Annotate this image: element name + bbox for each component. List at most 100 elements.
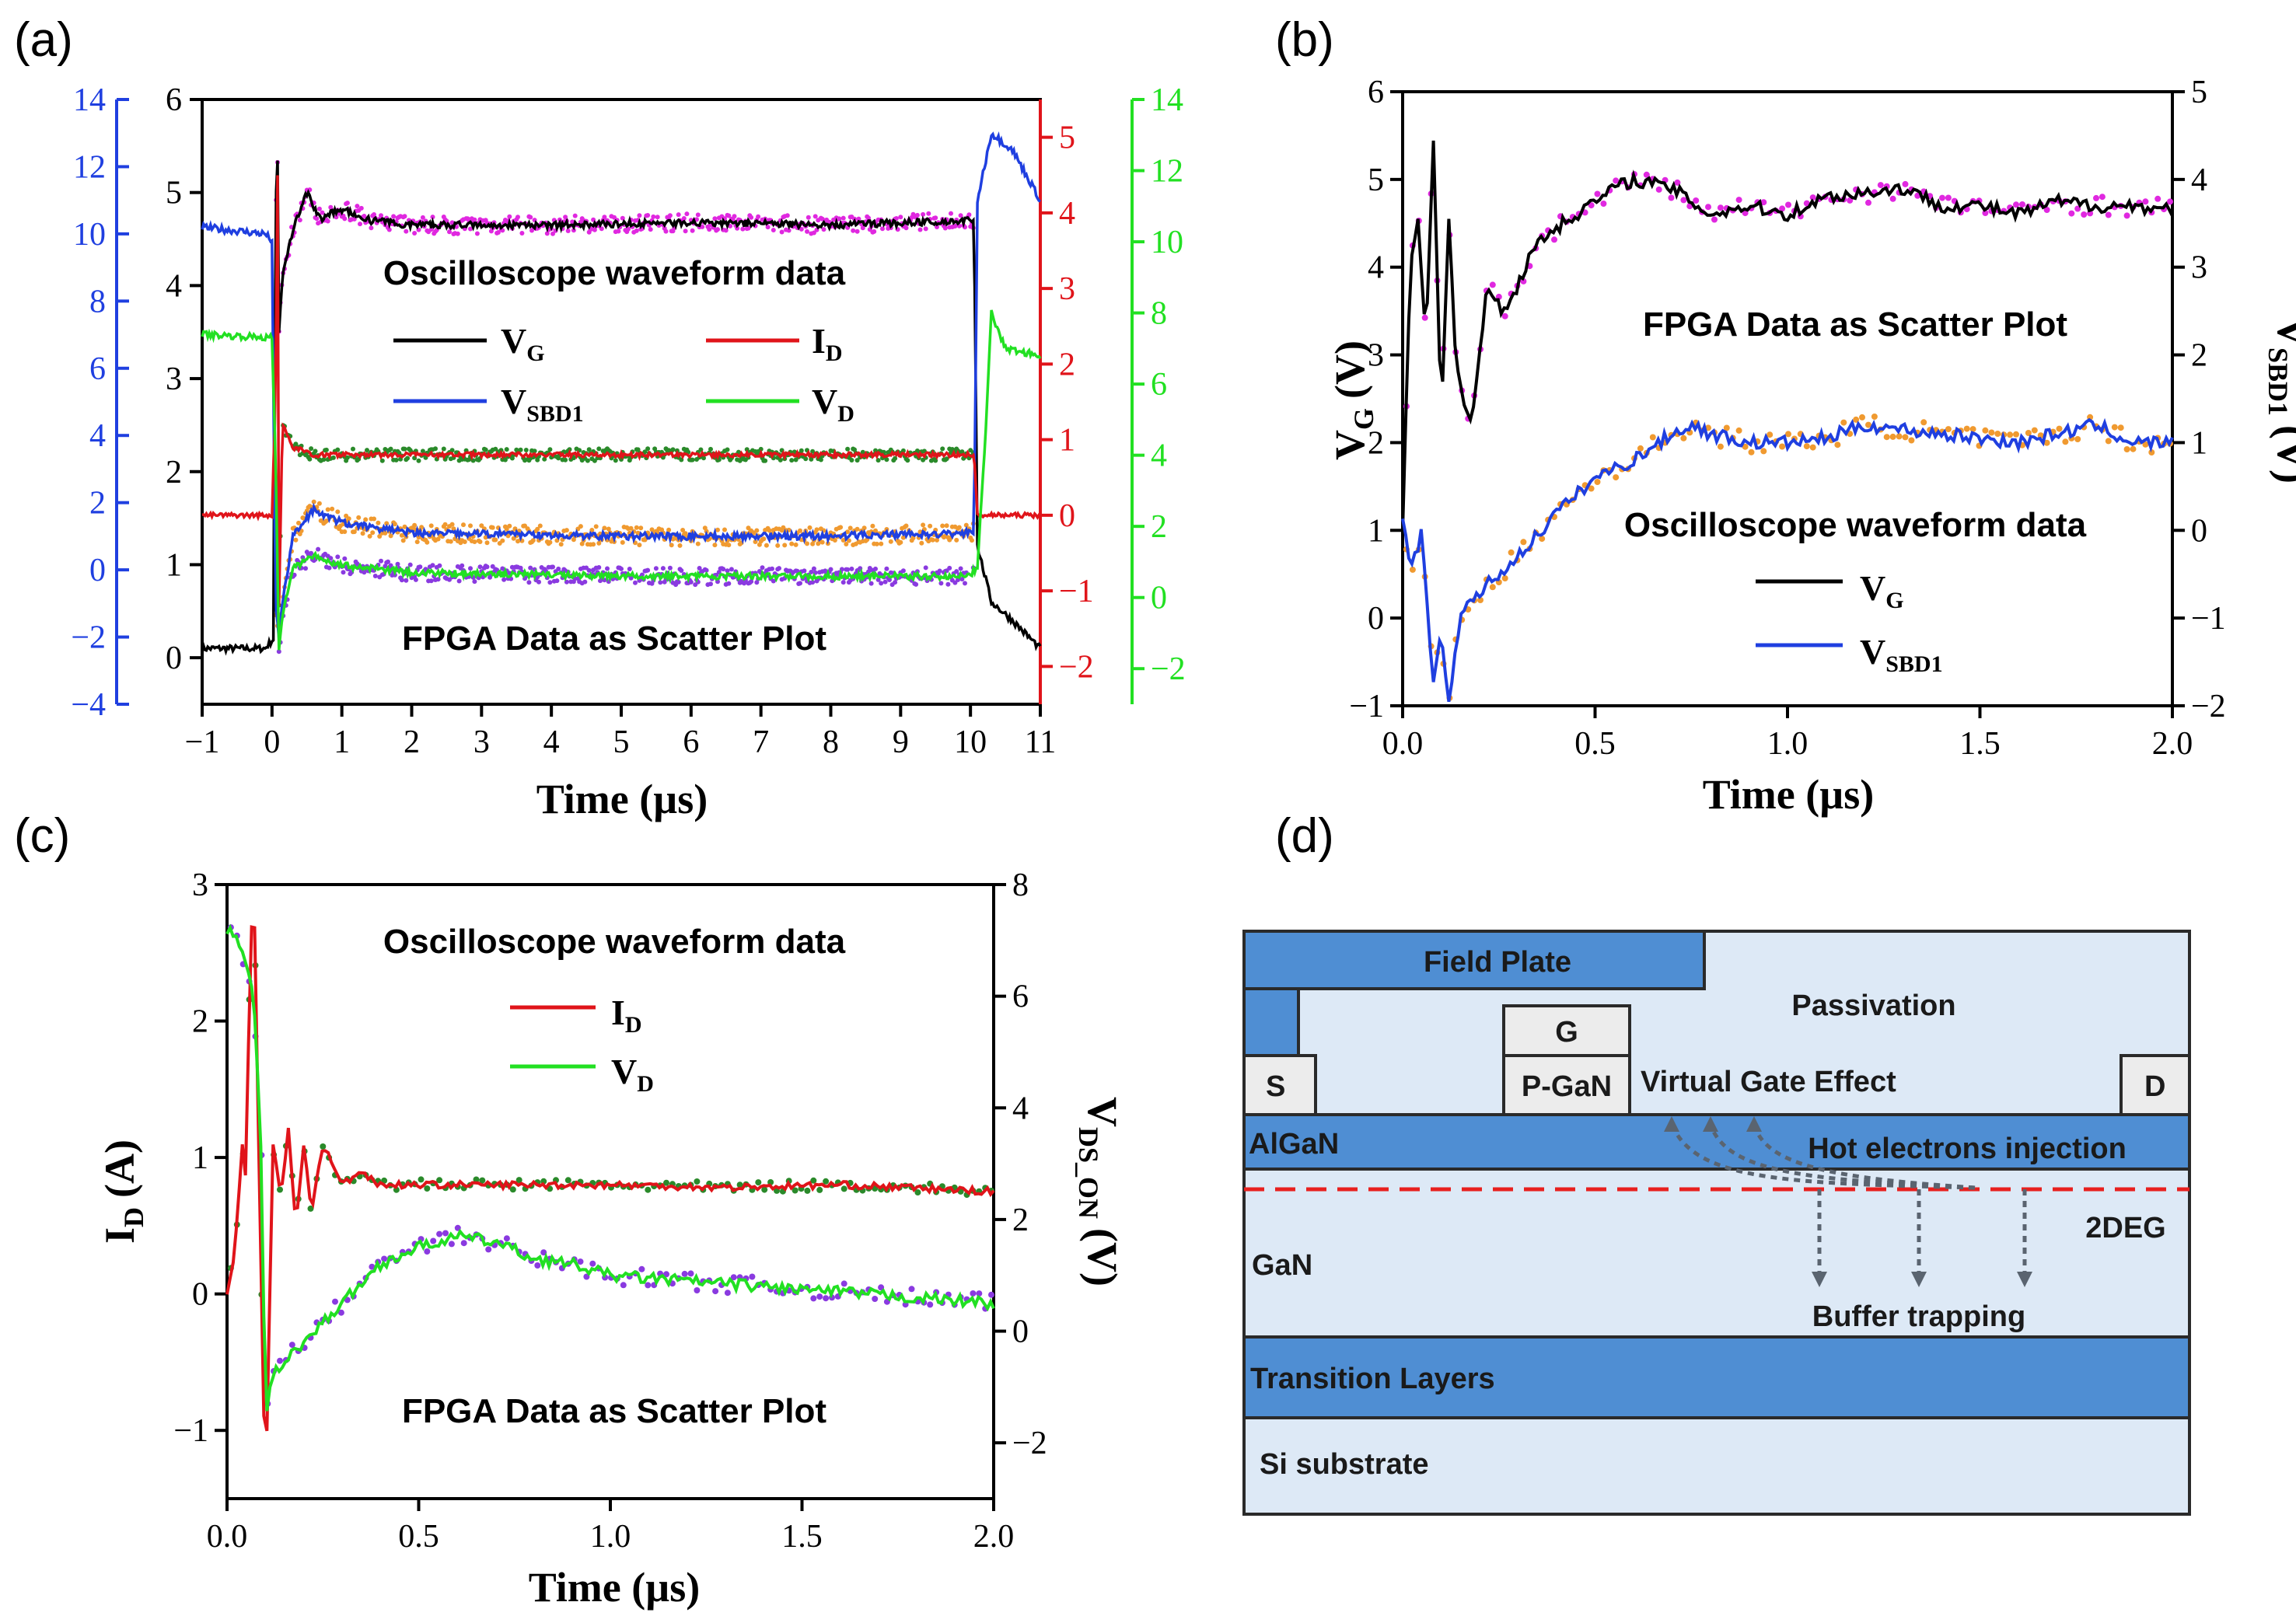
legend-label-vsbd1: VSBD1 (501, 382, 584, 427)
scatter-point-ID (944, 456, 949, 462)
scatter-point-VG (1717, 204, 1724, 211)
scatter-point-ID (642, 449, 648, 455)
scatter-point-VD (868, 581, 874, 586)
scatter-point-ID (418, 1176, 425, 1183)
y-axis-label-c-right: VDS_ON(V) (1073, 1097, 1126, 1286)
scatter-point-VSBD1 (838, 525, 844, 530)
scatter-point-VD (976, 1290, 983, 1297)
panel-a-ticks: −1 0 1 2 3 4 5 6 7 8 9 10 110123456−4−202468101214−2… (71, 82, 1185, 760)
scatter-point-VD (379, 558, 383, 564)
panel-b: (b) 0.0 0.5 1.0 1.5 2.0 −1 0 1 2 3 4 5 6 −2 −1 0 1 2 3 4 5 F… (1275, 13, 2296, 818)
left-tick-label: 0 (192, 1277, 208, 1313)
sbd-tick-label: 0 (89, 553, 106, 588)
scatter-point-VG (684, 211, 690, 217)
scatter-point-VG (966, 212, 972, 218)
scatter-point-VD (460, 1240, 467, 1247)
scatter-point-VSBD1 (793, 542, 799, 547)
scatter-point-VG (474, 231, 480, 236)
x-tick-label-a: 0 (264, 724, 280, 760)
scatter-point-ID (320, 1143, 327, 1150)
scatter-point-ID (509, 455, 515, 461)
scatter-point-VSBD1 (840, 538, 846, 543)
scatter-point-VD (456, 578, 462, 584)
scatter-point-VSBD1 (900, 535, 906, 540)
scatter-point-VD (610, 576, 616, 581)
scatter-point-VSBD1 (1742, 443, 1749, 450)
scatter-point-VD (442, 1230, 449, 1237)
scatter-point-ID (809, 456, 814, 462)
scatter-point-VG (811, 230, 816, 236)
right-tick-label: 1 (2191, 425, 2207, 461)
scatter-point-VD (708, 581, 713, 587)
scatter-point-VSBD1 (726, 543, 732, 548)
sbd-tick-label: 8 (89, 284, 106, 319)
scatter-point-ID (690, 457, 695, 462)
scatter-point-VD (404, 578, 409, 583)
scatter-point-VSBD1 (428, 523, 434, 529)
scatter-point-VD (341, 570, 346, 575)
scatter-point-VD (342, 556, 348, 561)
series-line-VG (1401, 140, 2174, 531)
annotation-oscilloscope-a: Oscilloscope waveform data (383, 254, 846, 292)
annotation-fpga-c: FPGA Data as Scatter Plot (402, 1392, 826, 1430)
scatter-point-VD (712, 1288, 719, 1295)
scatter-point-VSBD1 (1489, 584, 1496, 591)
scatter-point-VD (583, 1273, 590, 1280)
scatter-point-ID (365, 448, 369, 453)
scatter-point-VSBD1 (669, 543, 674, 548)
scatter-point-VD (828, 567, 833, 572)
scatter-point-VSBD1 (296, 520, 301, 525)
scatter-point-VSBD1 (400, 538, 406, 543)
source-field-plate (1242, 987, 1300, 1057)
x-tick-label: 0.0 (207, 1519, 248, 1555)
scatter-point-ID (758, 446, 764, 452)
scatter-point-VG (700, 224, 705, 229)
scatter-point-VG (683, 229, 688, 234)
scatter-point-ID (613, 458, 618, 463)
arrow-head-2 (1703, 1116, 1718, 1132)
scatter-point-VD (372, 574, 378, 578)
scatter-point-VG (942, 225, 948, 231)
x-tick-label: 2.0 (2152, 726, 2193, 762)
plot-frame-a (201, 98, 1042, 706)
y-axis-label-c-left: ID(A) (96, 1140, 149, 1244)
scatter-point-VG (893, 216, 899, 221)
sbd-tick-label: 2 (89, 486, 106, 522)
scatter-point-VSBD1 (870, 523, 875, 529)
scatter-point-VG (799, 226, 804, 232)
right-tick-label: 6 (1012, 979, 1029, 1015)
scatter-point-VSBD1 (1723, 424, 1730, 431)
panel-label-c: (c) (14, 809, 70, 863)
scatter-point-VG (786, 228, 792, 233)
panel-b-lines (1401, 140, 2174, 703)
scatter-point-VSBD1 (1988, 429, 1995, 436)
vd-tick-label: 4 (1151, 438, 1167, 474)
scatter-point-VSBD1 (680, 528, 686, 532)
arrow-head-4 (1812, 1272, 1827, 1287)
scatter-point-VD (428, 578, 434, 584)
scatter-point-VSBD1 (384, 521, 390, 526)
scatter-point-VD (645, 1282, 652, 1289)
scatter-point-VSBD1 (1649, 434, 1656, 441)
scatter-point-ID (778, 457, 783, 462)
vd-tick-label: 8 (1151, 296, 1167, 332)
label-2deg: 2DEG (2085, 1212, 2165, 1244)
scatter-point-VSBD1 (1520, 539, 1527, 546)
scatter-point-VSBD1 (293, 537, 299, 543)
scatter-point-VG (756, 214, 761, 219)
right-tick-label: 2 (2191, 338, 2207, 374)
scatter-point-VSBD1 (677, 543, 683, 548)
panel-label-a: (a) (14, 13, 73, 67)
scatter-point-VG (1551, 236, 1557, 243)
scatter-point-VSBD1 (635, 530, 641, 536)
left-tick-label: 2 (1368, 425, 1384, 461)
scatter-point-VSBD1 (963, 522, 969, 528)
scatter-point-VG (362, 214, 367, 218)
scatter-point-VSBD1 (1859, 414, 1865, 421)
scatter-point-VSBD1 (493, 537, 498, 543)
scatter-point-VD (771, 578, 776, 584)
scatter-point-VSBD1 (1889, 433, 1896, 440)
scatter-point-ID (725, 447, 730, 452)
scatter-point-VD (430, 563, 435, 568)
